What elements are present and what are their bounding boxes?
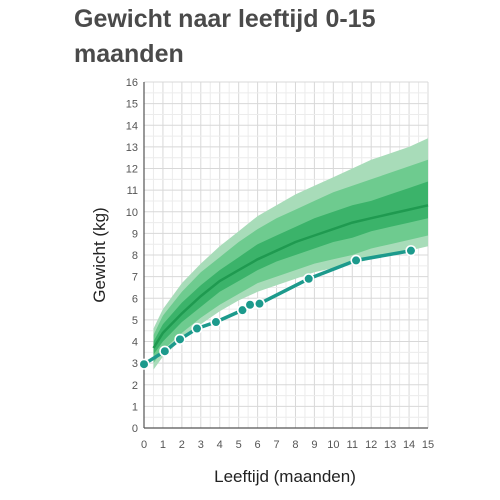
measurement-point [174, 333, 186, 345]
y-tick-label: 3 [132, 358, 138, 370]
y-tick-label: 12 [126, 164, 138, 176]
measurement-point [303, 273, 315, 285]
measurement-point [210, 316, 222, 328]
x-axis-label: Leeftijd (maanden) [214, 467, 356, 486]
x-tick-label: 6 [255, 439, 261, 451]
x-tick-label: 11 [347, 439, 358, 451]
y-tick-label: 0 [132, 423, 138, 435]
x-tick-label: 10 [327, 439, 339, 451]
y-axis-label: Gewicht (kg) [90, 207, 109, 302]
band-inner [153, 181, 428, 355]
measurement-series [138, 245, 417, 370]
x-tick-label: 5 [236, 439, 242, 451]
y-tick-label: 8 [132, 250, 138, 262]
x-tick-label: 14 [403, 439, 415, 451]
y-tick-label: 10 [126, 207, 138, 219]
y-tick-label: 16 [126, 77, 138, 89]
y-tick-label: 7 [132, 272, 138, 284]
x-tick-label: 0 [141, 439, 147, 451]
chart-title: Gewicht naar leeftijd 0-15 maanden [74, 5, 376, 68]
y-tick-label: 15 [126, 99, 138, 111]
y-tick-label: 14 [126, 120, 138, 132]
x-tick-label: 8 [292, 439, 298, 451]
measurement-point [138, 358, 150, 370]
measurement-point [405, 245, 417, 257]
axes [143, 82, 428, 429]
x-tick-label: 13 [384, 439, 396, 451]
median-line [152, 204, 429, 349]
y-tick-label: 2 [132, 380, 138, 392]
x-tick-labels: 0 1 2 3 4 5 6 7 8 9 10 11 12 13 14 15 [141, 439, 434, 451]
measurement-point [236, 304, 249, 316]
x-tick-label: 4 [217, 439, 223, 451]
y-tick-label: 5 [132, 315, 138, 327]
x-tick-label: 3 [198, 439, 204, 451]
x-tick-label: 15 [422, 439, 434, 451]
measurement-point [191, 322, 203, 335]
measurement-point [159, 345, 171, 357]
measurement-point [244, 299, 256, 311]
y-tick-label: 9 [132, 228, 138, 240]
x-tick-label: 12 [365, 439, 377, 451]
x-tick-label: 2 [179, 439, 185, 451]
y-tick-label: 13 [126, 142, 138, 154]
measurement-point [350, 254, 362, 267]
y-tick-label: 4 [132, 337, 138, 349]
x-tick-label: 9 [311, 439, 317, 451]
x-tick-label: 1 [160, 439, 166, 451]
measurement-point [253, 298, 266, 310]
reference-bands [152, 138, 429, 370]
y-tick-label: 6 [132, 293, 138, 305]
y-tick-label: 11 [127, 185, 138, 197]
x-tick-label: 7 [273, 439, 279, 451]
y-tick-label: 1 [132, 401, 138, 413]
